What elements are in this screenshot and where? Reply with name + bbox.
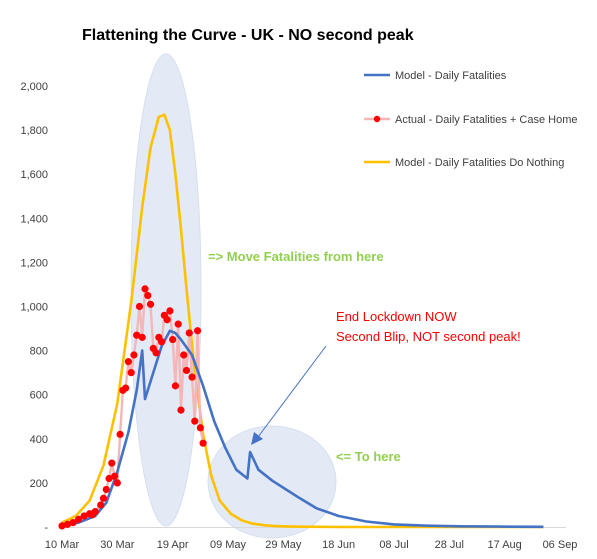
data-point-actual bbox=[124, 358, 132, 366]
axis-layer: - 200 400 600 800 1,000 1,200 1,400 1,600 1,800 2,… bbox=[20, 81, 577, 551]
legend-label-do-nothing: Model - Daily Fatalities Do Nothing bbox=[395, 157, 564, 169]
x-tick-label: 30 Mar bbox=[100, 539, 135, 551]
data-point-actual bbox=[99, 494, 108, 502]
x-tick-label: 08 Jul bbox=[379, 539, 408, 551]
data-point-actual bbox=[91, 507, 99, 516]
annotation-second-blip: Second Blip, NOT second peak! bbox=[336, 329, 521, 344]
data-point-actual bbox=[108, 459, 116, 467]
data-point-actual bbox=[80, 512, 88, 520]
data-point-actual bbox=[152, 349, 160, 357]
data-point-actual bbox=[182, 366, 191, 375]
data-point-actual bbox=[58, 522, 66, 530]
series-layer bbox=[58, 113, 544, 530]
y-tick-label: 1,200 bbox=[20, 257, 48, 269]
data-point-actual bbox=[185, 329, 193, 337]
legend-label-model: Model - Daily Fatalities bbox=[395, 70, 507, 82]
data-point-actual bbox=[146, 300, 155, 308]
data-point-actual bbox=[75, 515, 83, 523]
annotation-layer: => Move Fatalities from here <= To here En… bbox=[208, 249, 521, 464]
x-tick-label: 06 Sep bbox=[543, 539, 578, 551]
y-tick-label: 1,400 bbox=[20, 213, 48, 225]
y-tick-label: 400 bbox=[30, 434, 48, 446]
data-point-actual bbox=[166, 307, 174, 315]
data-point-actual bbox=[188, 373, 196, 381]
y-tick-label: 800 bbox=[30, 346, 48, 358]
legend: Model - Daily Fatalities Actual - Daily F… bbox=[364, 70, 577, 169]
series-line-model bbox=[61, 329, 544, 529]
y-tick-label: 1,000 bbox=[20, 302, 48, 314]
series-line-actual bbox=[61, 287, 205, 528]
data-point-actual bbox=[113, 479, 121, 487]
annotation-arrow bbox=[257, 345, 327, 438]
y-tick-label: 1,600 bbox=[20, 169, 48, 181]
data-point-actual bbox=[135, 302, 144, 311]
y-tick-label: 1,800 bbox=[20, 125, 48, 137]
data-point-actual bbox=[177, 406, 185, 414]
y-tick-label: - bbox=[44, 522, 48, 534]
data-point-actual bbox=[69, 518, 77, 527]
data-point-actual bbox=[127, 369, 135, 377]
data-point-actual bbox=[158, 338, 166, 346]
data-point-actual bbox=[144, 291, 152, 300]
x-tick-label: 09 May bbox=[210, 539, 247, 551]
y-tick-label: 600 bbox=[30, 390, 48, 402]
data-point-actual bbox=[130, 351, 138, 359]
data-point-actual bbox=[116, 430, 124, 438]
data-point-actual bbox=[169, 335, 177, 344]
y-tick-label: 2,000 bbox=[20, 81, 48, 93]
data-point-actual bbox=[171, 382, 180, 390]
legend-label-actual: Actual - Daily Fatalities + Case Home bbox=[395, 114, 577, 126]
data-point-actual bbox=[180, 351, 188, 359]
x-tick-label: 19 Apr bbox=[157, 539, 189, 551]
annotation-to-here: <= To here bbox=[336, 449, 401, 464]
data-point-actual bbox=[97, 501, 105, 509]
x-tick-label: 18 Jun bbox=[322, 539, 355, 551]
data-point-actual bbox=[63, 520, 72, 528]
data-point-actual bbox=[163, 316, 171, 324]
data-point-actual bbox=[141, 285, 149, 293]
y-tick-label: 200 bbox=[30, 478, 48, 490]
data-point-actual bbox=[174, 320, 182, 328]
x-tick-label: 10 Mar bbox=[45, 539, 80, 551]
annotation-arrowhead bbox=[251, 432, 263, 445]
data-point-actual bbox=[199, 439, 207, 447]
data-point-actual bbox=[191, 417, 199, 425]
annotation-move-from: => Move Fatalities from here bbox=[208, 249, 384, 264]
data-point-actual bbox=[102, 485, 110, 494]
data-point-actual bbox=[122, 384, 130, 392]
data-point-actual bbox=[196, 424, 204, 432]
data-point-actual bbox=[193, 327, 202, 335]
data-point-actual bbox=[105, 474, 113, 483]
data-point-actual bbox=[133, 331, 141, 339]
data-point-actual bbox=[138, 333, 146, 341]
x-tick-label: 28 Jul bbox=[435, 539, 464, 551]
x-tick-label: 17 Aug bbox=[488, 539, 522, 551]
chart-title: Flattening the Curve - UK - NO second pe… bbox=[82, 27, 414, 44]
data-point-actual bbox=[110, 472, 119, 480]
legend-swatch-actual-marker bbox=[373, 115, 381, 123]
annotation-end-lockdown: End Lockdown NOW bbox=[336, 309, 457, 324]
highlight-ellipse-peak bbox=[130, 53, 202, 527]
x-tick-label: 29 May bbox=[265, 539, 302, 551]
